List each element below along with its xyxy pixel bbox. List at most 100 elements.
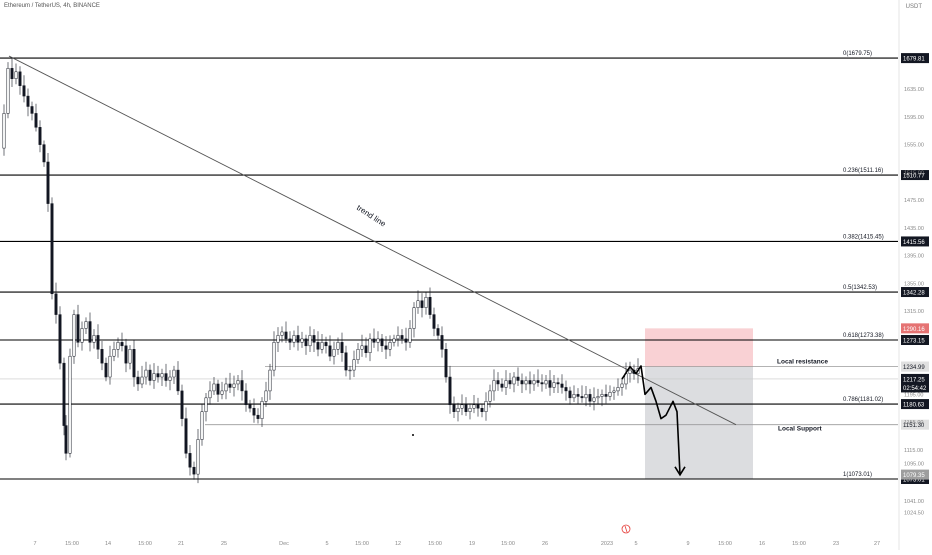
candle-body (336, 342, 340, 350)
candle (168, 370, 172, 391)
candle (26, 88, 30, 117)
candle-body (160, 373, 164, 378)
time-tick-label: 5 (325, 541, 328, 547)
candle-body (584, 394, 588, 399)
candle-body (328, 345, 332, 357)
candle-body (368, 338, 372, 353)
candle (484, 392, 488, 421)
candle (428, 287, 432, 319)
candle (160, 368, 164, 387)
candle (540, 374, 544, 392)
candle (104, 357, 108, 382)
candle (50, 197, 54, 300)
candle-body (268, 369, 272, 392)
price-tag-label: 1079.35 (903, 473, 925, 479)
price-tag: 1079.35 (901, 469, 929, 480)
candle-body (512, 376, 516, 385)
price-tag-label: 1415.56 (903, 240, 925, 246)
price-tag-bg (901, 361, 929, 372)
candle (580, 385, 584, 403)
price-tick-label: 1515.00 (904, 170, 924, 176)
candle (420, 293, 424, 318)
candle-body (548, 380, 552, 388)
candle (152, 363, 156, 389)
candle (392, 334, 396, 347)
candle-body (552, 382, 556, 388)
candle (324, 336, 328, 354)
time-tick-label: 15:00 (428, 541, 442, 547)
candle-body (472, 404, 476, 409)
price-tick-label: 1095.00 (904, 462, 924, 468)
candle (72, 309, 76, 364)
candle-body (364, 345, 368, 353)
candle (256, 408, 260, 424)
price-tag-label: 1679.81 (903, 57, 925, 63)
candle-body (88, 321, 92, 343)
candle (304, 334, 308, 355)
price-tag-bg (901, 399, 929, 410)
price-tag: 1679.81 (901, 53, 929, 64)
candle-body (104, 362, 108, 378)
candle-body (312, 335, 316, 343)
candle (368, 333, 372, 362)
price-tag-label: 02:54:42 (903, 386, 927, 392)
candle-body (204, 397, 208, 412)
candle-body (276, 335, 280, 343)
candle-body (424, 297, 428, 308)
price-tick-label: 1024.50 (904, 511, 924, 517)
candle-body (508, 380, 512, 385)
candle-body (480, 407, 484, 412)
candle-body (540, 382, 544, 385)
trend-line (8, 55, 737, 426)
candle-body (544, 380, 548, 385)
candle-body (592, 397, 596, 402)
candle (236, 374, 240, 391)
candle-body (14, 71, 18, 79)
price-tag-label: 1151.30 (903, 423, 925, 429)
candle (14, 63, 18, 85)
candle-body (456, 407, 460, 412)
candle (92, 329, 96, 349)
candle (524, 376, 528, 391)
candle-body (572, 394, 576, 399)
candle-body (388, 342, 392, 350)
candle (200, 404, 204, 446)
candle-body (120, 342, 124, 347)
candle (512, 372, 516, 393)
candle (568, 386, 572, 405)
candle-body (436, 328, 440, 336)
candle-body (400, 335, 404, 340)
candle-body (46, 161, 50, 204)
price-tag-label: 1290.16 (903, 327, 925, 333)
candle-body (444, 349, 448, 378)
candle-body (416, 300, 420, 308)
trend-line-label: trend line (355, 203, 388, 229)
candle (30, 101, 34, 121)
candle (2, 104, 6, 156)
price-tick-label: 1195.00 (904, 392, 923, 398)
candle (360, 334, 364, 357)
candle (216, 379, 220, 402)
candle (180, 384, 184, 427)
candle (212, 377, 216, 396)
price-tag-bg (901, 419, 929, 430)
time-tick-label: 16 (759, 541, 765, 547)
candle-body (112, 349, 116, 357)
price-tick-label: 1435.00 (904, 226, 924, 232)
candle-body (612, 390, 616, 393)
candle (320, 334, 324, 354)
fib-label: 0.786(1181.02) (843, 397, 883, 403)
candle-body (34, 113, 38, 128)
candle-body (488, 390, 492, 402)
candle-body (432, 314, 436, 329)
candle (396, 326, 400, 347)
candle (520, 373, 524, 393)
candle (124, 338, 128, 373)
candle (76, 304, 80, 348)
candle (372, 328, 376, 348)
projected-arrow-head (674, 466, 686, 477)
price-tag-label: 1180.63 (903, 403, 925, 409)
local-support-label: Local Support (778, 426, 823, 433)
